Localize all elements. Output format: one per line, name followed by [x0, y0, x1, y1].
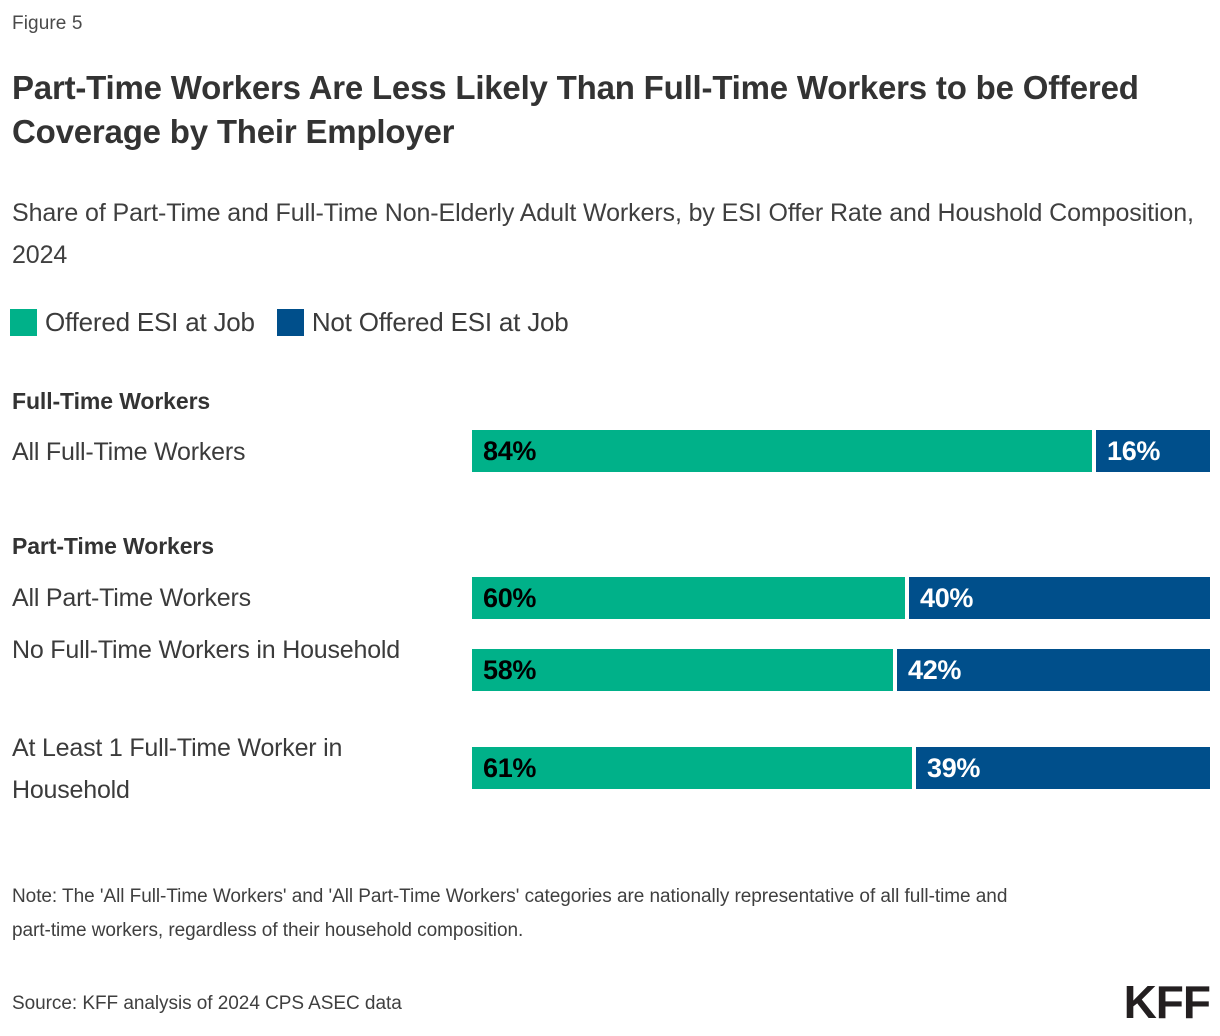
bar-value-offered: 61%	[483, 753, 537, 783]
bar-value-offered: 58%	[483, 655, 537, 685]
table-row[interactable]: 58% 42%	[472, 649, 1210, 691]
bar-value-offered: 84%	[483, 436, 537, 466]
legend-label-not-offered: Not Offered ESI at Job	[311, 307, 569, 337]
bar-gap	[893, 649, 897, 691]
chart-legend: Offered ESI at Job Not Offered ESI at Jo…	[10, 308, 569, 336]
chart-subtitle: Share of Part-Time and Full-Time Non-Eld…	[12, 199, 1194, 269]
chart-source: Source: KFF analysis of 2024 CPS ASEC da…	[12, 993, 402, 1014]
table-row[interactable]: 60% 40%	[472, 577, 1210, 619]
bar-segment-not-offered[interactable]: 42%	[897, 649, 1210, 691]
bar-value-not-offered: 42%	[908, 655, 962, 685]
table-row[interactable]: 84% 16%	[472, 430, 1210, 472]
bar-gap	[905, 577, 909, 619]
bar-value-offered: 60%	[483, 583, 537, 613]
row-label-at-least-1-full-time-in-household: At Least 1 Full-Time Worker in Household	[12, 734, 343, 804]
kff-logo: KFF	[1123, 976, 1211, 1028]
bar-segment-not-offered[interactable]: 40%	[909, 577, 1210, 619]
bar-segment-offered[interactable]: 61%	[472, 747, 912, 789]
group-header-full-time: Full-Time Workers	[12, 388, 211, 414]
figure-number: Figure 5	[12, 13, 83, 34]
bar-segment-not-offered[interactable]: 39%	[916, 747, 1210, 789]
legend-item-not-offered[interactable]: Not Offered ESI at Job	[276, 307, 569, 337]
bar-value-not-offered: 40%	[920, 583, 974, 613]
bar-segment-offered[interactable]: 60%	[472, 577, 905, 619]
chart-plot-area: Full-Time Workers All Full-Time Workers …	[0, 370, 1220, 820]
group-header-part-time: Part-Time Workers	[12, 533, 214, 559]
row-label-all-full-time: All Full-Time Workers	[12, 438, 246, 466]
legend-swatch-not-offered-icon	[276, 308, 304, 336]
legend-item-offered[interactable]: Offered ESI at Job	[10, 308, 255, 336]
legend-swatch-offered-icon	[10, 308, 37, 336]
chart-note: Note: The 'All Full-Time Workers' and 'A…	[12, 886, 1008, 941]
chart-title: Part-Time Workers Are Less Likely Than F…	[12, 69, 1139, 150]
bar-segment-offered[interactable]: 58%	[472, 649, 893, 691]
bar-segment-offered[interactable]: 84%	[472, 430, 1092, 472]
table-row[interactable]: 61% 39%	[472, 747, 1210, 789]
bar-gap	[1092, 430, 1096, 472]
bar-value-not-offered: 39%	[927, 753, 981, 783]
legend-label-offered: Offered ESI at Job	[45, 307, 255, 337]
row-label-no-full-time-in-household: No Full-Time Workers in Household	[12, 636, 400, 664]
bar-gap	[912, 747, 916, 789]
row-label-all-part-time: All Part-Time Workers	[12, 584, 251, 612]
bar-segment-not-offered[interactable]: 16%	[1096, 430, 1210, 472]
bar-value-not-offered: 16%	[1107, 436, 1161, 466]
